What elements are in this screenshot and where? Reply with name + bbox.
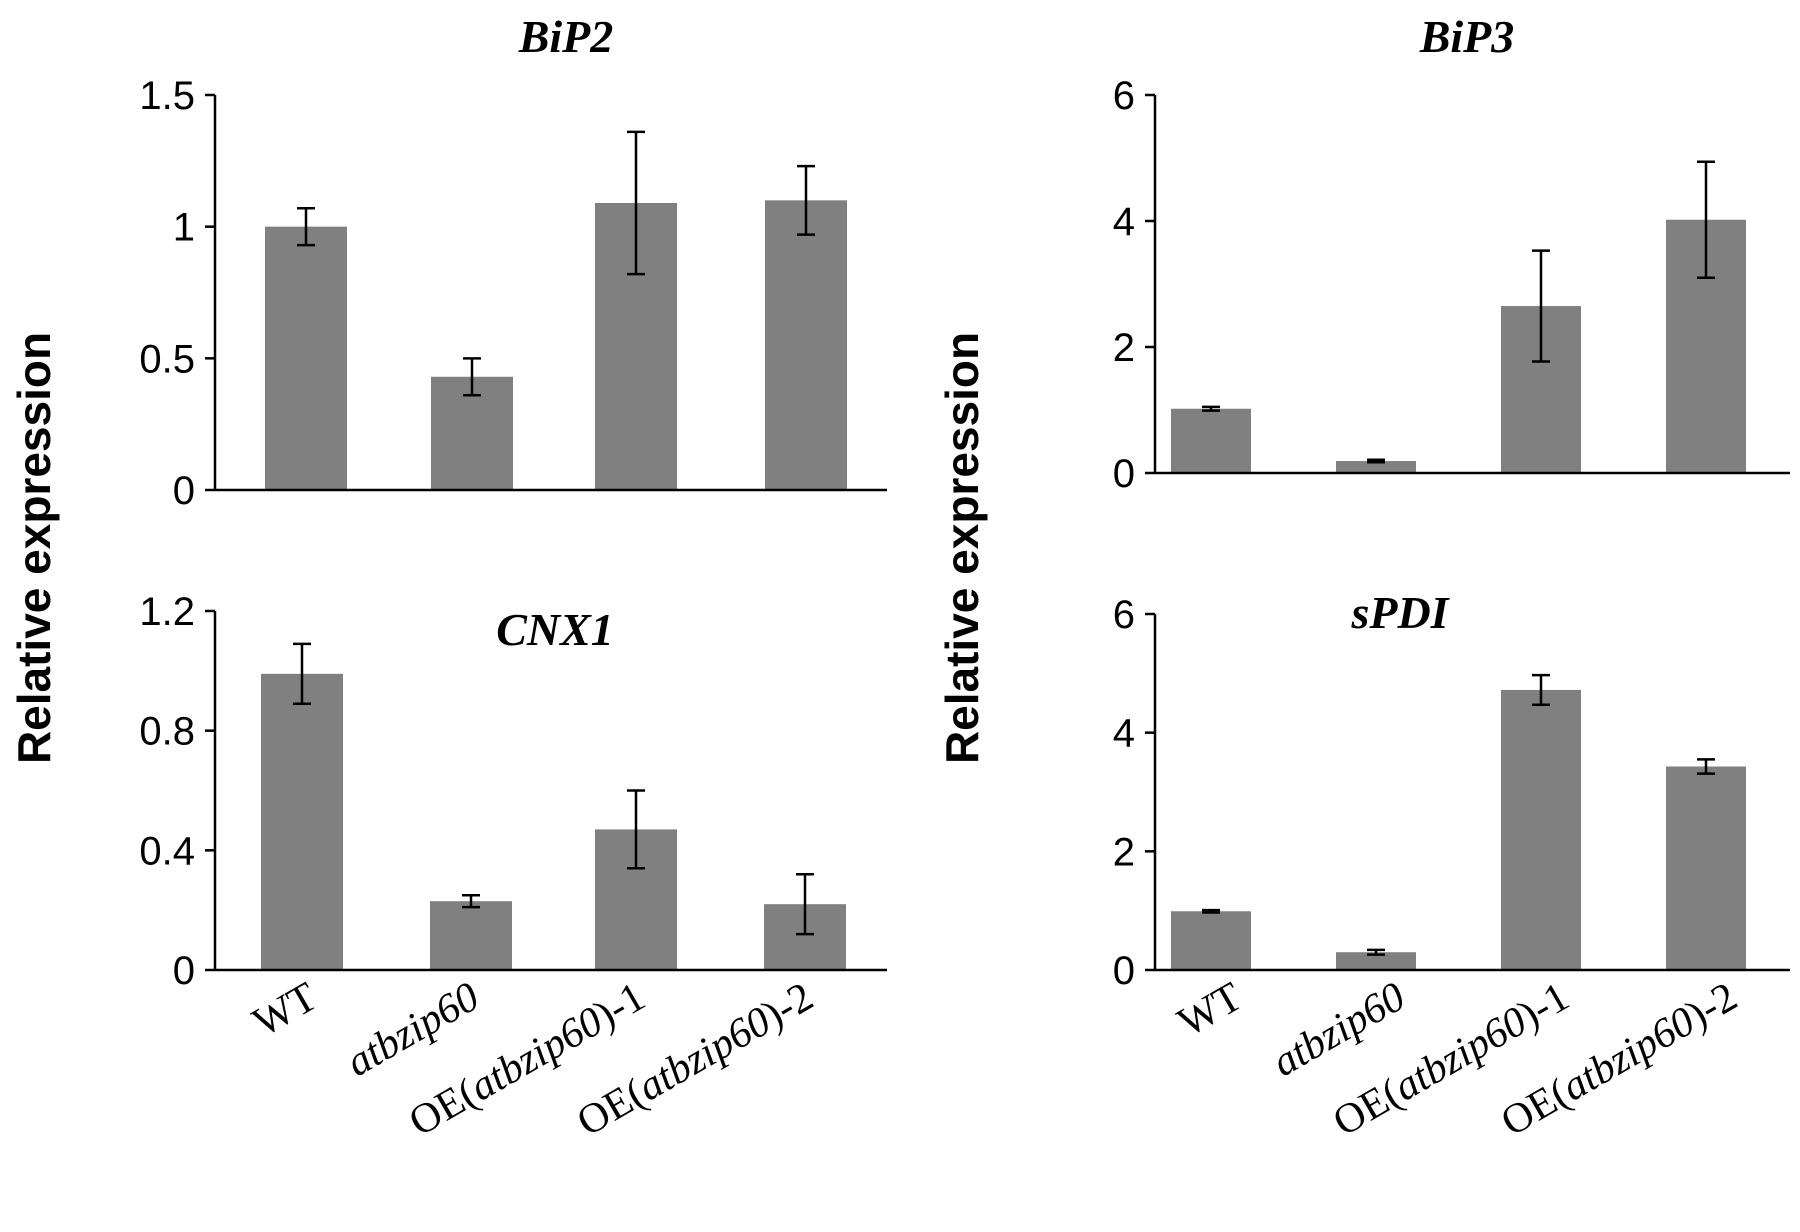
cnx1-error-bar-oe-atbzip60-2 bbox=[796, 873, 814, 936]
bip3-title: BiP3 bbox=[1419, 11, 1515, 62]
bip3-error-bar-oe-atbzip60-2 bbox=[1697, 160, 1715, 279]
bip2-error-bar-atbzip60 bbox=[463, 357, 481, 397]
bip3-y-tick-label: 2 bbox=[1113, 326, 1135, 370]
x-label-wt-right: WT bbox=[1170, 974, 1250, 1046]
spdi-error-bar-wt bbox=[1202, 908, 1220, 914]
y-axis-title-left: Relative expression bbox=[8, 332, 60, 764]
bip2-title: BiP2 bbox=[518, 11, 614, 62]
bip2-y-tick-label: 0 bbox=[173, 469, 195, 513]
spdi-bar-wt bbox=[1171, 911, 1251, 970]
spdi-y-tick-label: 6 bbox=[1113, 593, 1135, 637]
cnx1-bar-atbzip60 bbox=[430, 901, 512, 970]
bip2-bar-wt bbox=[265, 226, 347, 490]
x-label-wt-left: WT bbox=[245, 974, 325, 1046]
bip2-bar-oe-atbzip60-2 bbox=[765, 200, 847, 491]
spdi-error-bar-oe-atbzip60-1 bbox=[1532, 673, 1550, 707]
bip3-y-tick-label: 0 bbox=[1113, 452, 1135, 496]
bip3-error-bar-oe-atbzip60-1 bbox=[1532, 249, 1550, 363]
panel-bip2: BiP2 0 0.5 1 1.5 bbox=[139, 11, 887, 513]
bip2-error-bar-oe-atbzip60-2 bbox=[797, 164, 815, 236]
cnx1-title: CNX1 bbox=[496, 604, 614, 655]
bip3-error-bar-atbzip60 bbox=[1367, 458, 1385, 464]
spdi-error-bar-atbzip60 bbox=[1367, 948, 1385, 956]
cnx1-y-tick-label: 0 bbox=[173, 949, 195, 993]
bip2-error-bar-wt bbox=[297, 206, 315, 247]
panel-spdi: sPDI 0 2 4 6 bbox=[1113, 587, 1790, 993]
bip2-error-bar-oe-atbzip60-1 bbox=[627, 130, 645, 276]
bip2-y-tick-label: 0.5 bbox=[139, 337, 195, 381]
bip2-y-tick-label: 1 bbox=[173, 206, 195, 250]
y-axis-title-right: Relative expression bbox=[936, 332, 988, 764]
spdi-y-tick-label: 0 bbox=[1113, 949, 1135, 993]
spdi-title: sPDI bbox=[1350, 587, 1450, 638]
cnx1-error-bar-atbzip60 bbox=[462, 893, 480, 909]
spdi-bar-atbzip60 bbox=[1336, 952, 1416, 970]
spdi-bar-oe-atbzip60-2 bbox=[1666, 766, 1746, 970]
spdi-bar-oe-atbzip60-1 bbox=[1501, 689, 1581, 970]
cnx1-y-tick-label: 1.2 bbox=[139, 590, 195, 634]
cnx1-y-tick-label: 0.4 bbox=[139, 829, 195, 873]
bip3-y-tick-label: 4 bbox=[1113, 200, 1135, 244]
spdi-y-tick-label: 2 bbox=[1113, 830, 1135, 874]
cnx1-y-tick-label: 0.8 bbox=[139, 710, 195, 754]
bip3-bar-wt bbox=[1171, 408, 1251, 473]
bip3-error-bar-wt bbox=[1202, 405, 1220, 412]
bip2-y-tick-label: 1.5 bbox=[139, 74, 195, 118]
spdi-y-tick-label: 4 bbox=[1113, 712, 1135, 756]
spdi-error-bar-oe-atbzip60-2 bbox=[1697, 758, 1715, 775]
cnx1-error-bar-wt bbox=[293, 642, 311, 705]
cnx1-error-bar-oe-atbzip60-1 bbox=[627, 789, 645, 870]
bip3-bar-atbzip60 bbox=[1336, 461, 1416, 473]
panel-bip3: BiP3 0 2 4 6 bbox=[1113, 11, 1790, 496]
bip3-y-tick-label: 6 bbox=[1113, 74, 1135, 118]
cnx1-bar-wt bbox=[261, 673, 343, 970]
panel-cnx1: CNX1 0 0.4 0.8 1.2 bbox=[139, 590, 887, 993]
